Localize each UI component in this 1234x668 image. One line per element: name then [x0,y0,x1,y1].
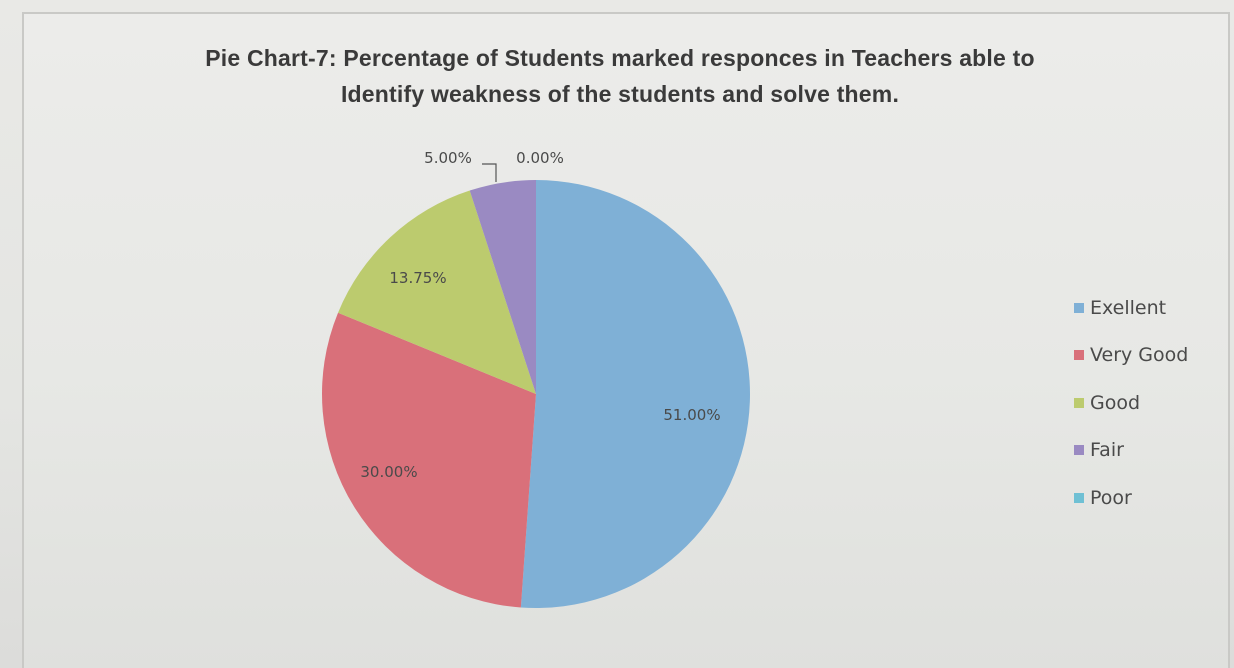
chart-title: Pie Chart-7: Percentage of Students mark… [60,40,1180,112]
legend-item-very-good: Very Good [1074,332,1188,380]
slice-labels: 51.00% 30.00% 13.75% 5.00% 0.00% [360,149,720,481]
slice-label-fair: 5.00% [424,149,472,167]
chart-legend: Exellent Very Good Good Fair Poor [1074,284,1188,522]
legend-item-fair: Fair [1074,427,1188,475]
legend-label-poor: Poor [1090,486,1132,509]
legend-label-very-good: Very Good [1090,344,1189,367]
legend-label-fair: Fair [1090,439,1124,462]
pie-slices [322,180,751,609]
chart-title-line-1: Pie Chart-7: Percentage of Students mark… [205,45,1035,71]
leader-lines [482,163,497,182]
legend-swatch-poor [1074,492,1084,503]
chart-title-line-2: Identify weakness of the students and so… [340,81,900,107]
slice-label-exellent: 51.00% [663,406,720,424]
legend-swatch-very-good [1074,350,1084,361]
pie-slice-fair [469,180,536,394]
pie-slice-exellent [520,180,751,609]
legend-label-good: Good [1090,391,1141,414]
legend-swatch-exellent [1074,302,1084,313]
legend-item-exellent: Exellent [1074,284,1188,332]
slice-label-poor: 0.00% [516,149,564,167]
legend-swatch-fair [1074,445,1084,456]
legend-swatch-good [1074,397,1084,408]
legend-item-good: Good [1074,379,1188,427]
slice-label-very-good: 30.00% [360,463,417,481]
legend-item-poor: Poor [1074,474,1188,522]
pie-slice-very-good [322,312,536,608]
slice-label-good: 13.75% [389,269,446,287]
leader-line-fair [482,163,497,182]
legend-label-exellent: Exellent [1090,296,1167,319]
pie-slice-good [338,190,536,394]
